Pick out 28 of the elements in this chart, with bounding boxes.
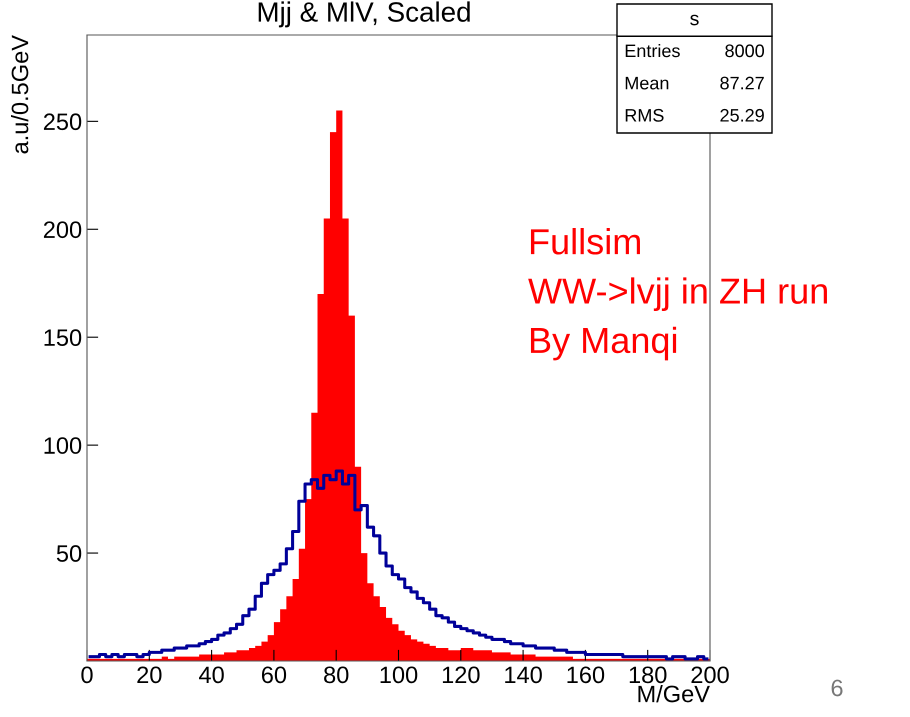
x-tick-label: 160 [568,666,604,684]
text: 25.29 [720,108,764,122]
annotation: Mean [626,76,668,90]
x-tick-label: 20 [137,666,162,684]
x-tick-label: 60 [262,666,286,684]
x-tick-label: 0 [81,666,93,684]
x-tick-label: 200 [691,666,729,684]
y-axis-title: a.u/0.5GeV [10,35,28,154]
y-tick-label: 200 [44,221,82,238]
text: 6 [832,680,843,696]
x-tick-label: 100 [380,666,418,684]
text: 87.27 [720,76,764,90]
y-tick-label: 100 [44,437,82,454]
x-tick-label: 40 [199,666,224,684]
x-tick-label: 140 [505,666,542,684]
text: 8000 [725,44,764,58]
y-tick-label: 50 [56,545,82,562]
x-tick-label: 180 [630,666,666,684]
x-tick-label: 120 [442,666,480,684]
annotation: Entries [626,44,680,58]
annotation: RMS [626,108,664,122]
x-tick-label: 80 [324,666,348,684]
y-tick-label: 150 [44,329,82,346]
annotation: Fullsim WW->lvjj in ZH run By Manqi [528,228,827,360]
x-axis-title: M/GeV [638,684,710,702]
chart-title: Mjj & MlV, Scaled [258,1,470,28]
text: s [690,14,699,26]
y-tick-label: 250 [44,113,82,130]
